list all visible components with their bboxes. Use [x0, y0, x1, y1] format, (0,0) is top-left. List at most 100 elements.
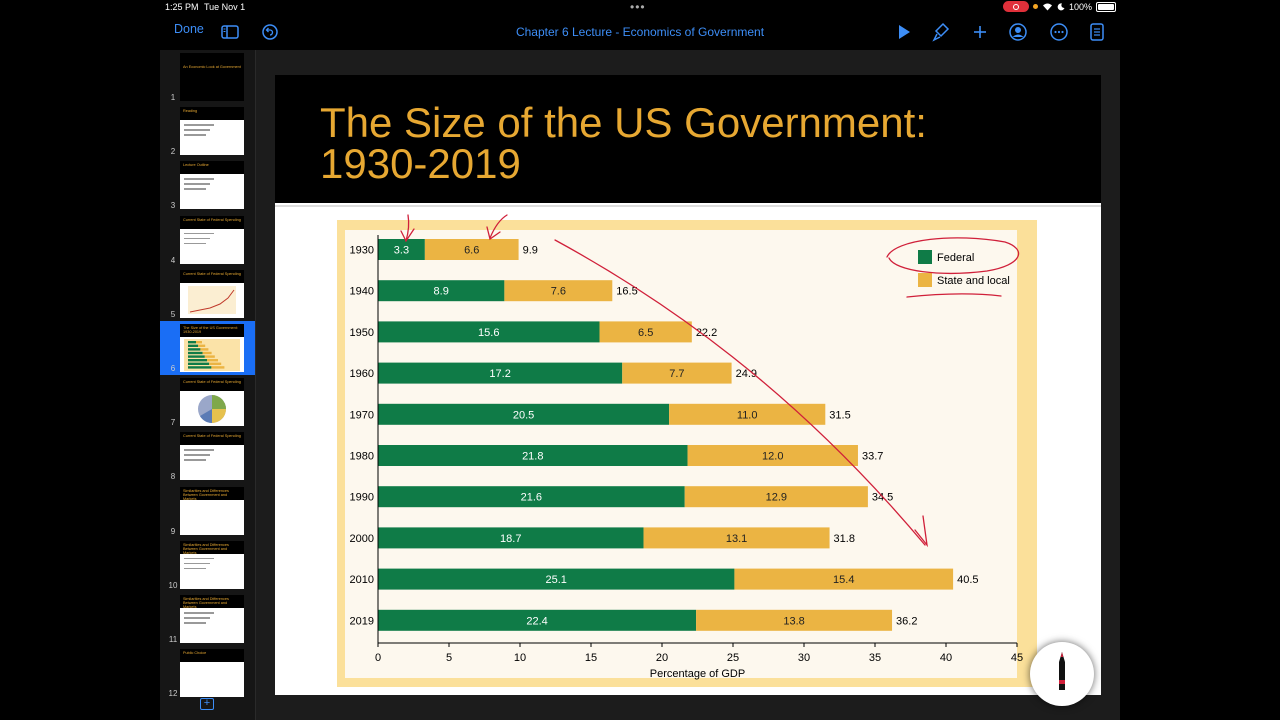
document-options-icon[interactable] — [1087, 22, 1107, 42]
format-brush-icon[interactable] — [931, 22, 951, 42]
state-local-value-label: 15.4 — [833, 574, 854, 586]
thumbnail-title: Lecture Outline — [183, 163, 209, 168]
slide-header: The Size of the US Government: 1930-2019 — [275, 75, 1101, 203]
thumbnail-header: Similarities and Differences Between Gov… — [180, 486, 244, 501]
state-local-value-label: 13.8 — [783, 615, 804, 627]
slide-number: 8 — [170, 472, 176, 482]
slide-thumbnail[interactable]: 7 Current State of Federal Spending — [160, 375, 255, 429]
slide-thumbnail-image: Similarities and Differences Between Gov… — [180, 486, 244, 535]
state-local-bar[interactable] — [684, 486, 868, 508]
pencil-icon — [1059, 652, 1065, 690]
state-local-bar[interactable] — [687, 445, 858, 466]
federal-value-label: 22.4 — [526, 615, 547, 627]
thumbnail-header: Public Choice — [180, 649, 244, 663]
slide-thumbnail-image: Public Choice — [180, 649, 244, 698]
state-local-bar[interactable] — [734, 568, 954, 590]
slide-thumbnail[interactable]: 11 Similarities and Differences Between G… — [160, 592, 255, 646]
slide-title[interactable]: The Size of the US Government: 1930-2019 — [320, 102, 1060, 185]
x-tick-label: 35 — [869, 652, 881, 664]
federal-value-label: 17.2 — [489, 368, 510, 380]
federal-bar[interactable] — [378, 239, 425, 260]
slide-thumbnail[interactable]: 4 Current State of Federal Spending — [160, 213, 255, 267]
slide-navigator[interactable]: 1 An Economic Look at Government 2 Reading 3… — [160, 50, 256, 720]
sidebar-toggle-icon[interactable] — [220, 22, 240, 42]
collaborate-icon[interactable] — [1008, 22, 1028, 42]
thumbnail-title: Current State of Federal Spending — [183, 217, 241, 222]
total-value-label: 24.9 — [736, 368, 757, 380]
state-local-bar[interactable] — [696, 609, 893, 631]
slide-thumbnail[interactable]: 6 The Size of the US Government: 1930-201… — [160, 321, 255, 375]
thumbnail-bullet — [184, 562, 210, 565]
annotation-arrow-federal — [405, 214, 410, 242]
state-local-bar[interactable] — [622, 362, 732, 384]
federal-bar[interactable] — [378, 486, 685, 508]
thumbnail-bullet — [184, 557, 214, 560]
federal-bar[interactable] — [378, 609, 697, 631]
legend-label-federal: Federal — [937, 252, 974, 264]
slide-thumbnail[interactable]: 1 An Economic Look at Government — [160, 50, 255, 104]
multitasking-dots-icon[interactable]: ••• — [630, 0, 646, 14]
state-local-value-label: 6.5 — [638, 327, 653, 339]
pencil-tool-button[interactable] — [1030, 642, 1094, 706]
category-label: 1980 — [350, 451, 374, 463]
slide-thumbnail[interactable]: 9 Similarities and Differences Between Go… — [160, 484, 255, 538]
state-local-bar[interactable] — [504, 280, 613, 302]
thumbnail-header: The Size of the US Government: 1930-2019 — [180, 324, 244, 337]
slide-canvas[interactable]: The Size of the US Government: 1930-2019… — [256, 50, 1120, 720]
slide-thumbnail[interactable]: 8 Current State of Federal Spending — [160, 429, 255, 483]
stacked-bar-chart[interactable]: 1930 3.3 6.6 9.9 1940 8.9 7.6 16.5 1950 15.6 6.5 22… — [275, 75, 1101, 695]
total-value-label: 31.8 — [834, 533, 855, 545]
federal-bar[interactable] — [378, 280, 505, 302]
toolbar: Done Chapter 6 Lecture - Economics of Go… — [160, 14, 1120, 50]
slide-thumbnail[interactable]: 10 Similarities and Differences Between G… — [160, 538, 255, 592]
state-local-bar[interactable] — [669, 403, 826, 425]
federal-bar[interactable] — [378, 403, 670, 425]
more-icon[interactable] — [1049, 22, 1069, 42]
thumbnail-header: Current State of Federal Spending — [180, 215, 244, 229]
thumbnail-title: Reading — [183, 109, 198, 114]
done-button[interactable]: Done — [174, 22, 204, 36]
add-icon[interactable] — [970, 22, 990, 42]
federal-bar[interactable] — [378, 321, 600, 343]
category-label: 1950 — [350, 327, 374, 339]
state-local-bar[interactable] — [424, 239, 519, 260]
federal-value-label: 20.5 — [513, 409, 534, 421]
annotation-trend-arrow — [554, 239, 926, 546]
state-local-value-label: 7.7 — [669, 368, 684, 380]
thumbnail-bullet — [184, 237, 210, 240]
slide-thumbnail[interactable]: 5 Current State of Federal Spending — [160, 267, 255, 321]
slide-thumbnail-image: Lecture Outline — [180, 161, 244, 210]
thumbnail-header: Similarities and Differences Between Gov… — [180, 540, 244, 555]
play-icon[interactable] — [894, 22, 914, 42]
microphone-indicator-icon — [1032, 4, 1038, 9]
slide-thumbnail-image: Similarities and Differences Between Gov… — [180, 595, 244, 643]
slide-thumbnail[interactable]: 3 Lecture Outline — [160, 158, 255, 212]
federal-bar[interactable] — [378, 527, 644, 549]
federal-bar[interactable] — [378, 362, 623, 384]
federal-value-label: 25.1 — [545, 574, 566, 586]
thumbnail-bullet — [184, 459, 206, 461]
federal-bar[interactable] — [378, 568, 735, 590]
total-value-label: 34.5 — [872, 492, 893, 504]
state-local-bar[interactable] — [643, 527, 830, 549]
federal-value-label: 15.6 — [478, 327, 499, 339]
document-title[interactable]: Chapter 6 Lecture - Economics of Governm… — [515, 25, 765, 39]
slide-thumbnail[interactable]: 12 Public Choice — [160, 646, 255, 700]
slide-number: 11 — [168, 635, 178, 644]
add-slide-button[interactable]: + — [200, 698, 214, 710]
undo-icon[interactable] — [260, 22, 280, 42]
thumbnail-title: Similarities and Differences Between Gov… — [183, 542, 229, 555]
slide-number: 5 — [170, 309, 176, 319]
state-local-bar[interactable] — [599, 321, 692, 343]
x-tick-label: 25 — [727, 652, 739, 664]
battery-icon — [1096, 1, 1116, 12]
slide-thumbnail-image: An Economic Look at Government — [180, 53, 244, 101]
screen-recording-icon[interactable] — [1002, 1, 1029, 12]
slide[interactable]: The Size of the US Government: 1930-2019… — [275, 75, 1101, 695]
federal-bar[interactable] — [378, 445, 688, 466]
slide-number: 7 — [170, 418, 176, 428]
federal-value-label: 21.8 — [522, 451, 543, 463]
thumbnail-header: Similarities and Differences Between Gov… — [180, 595, 244, 609]
slide-thumbnail[interactable]: 2 Reading — [160, 104, 255, 158]
thumbnail-title: An Economic Look at Government — [183, 65, 241, 69]
